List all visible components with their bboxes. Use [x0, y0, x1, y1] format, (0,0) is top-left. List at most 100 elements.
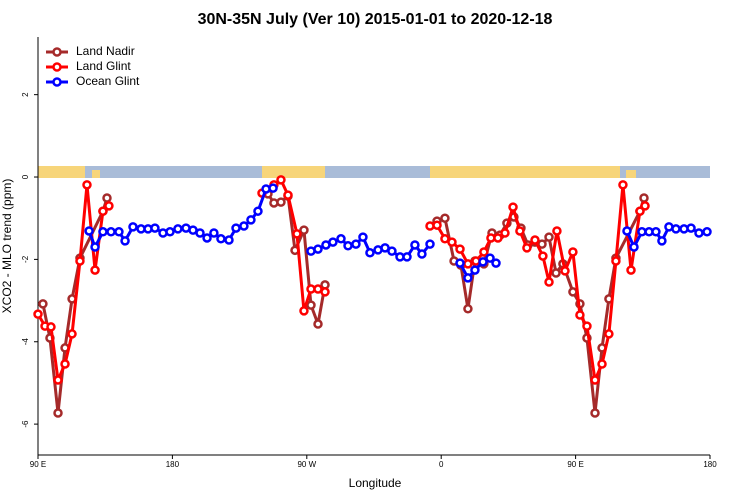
data-point	[604, 329, 614, 339]
data-point	[508, 202, 518, 212]
data-point	[224, 235, 234, 245]
data-point	[479, 247, 489, 257]
land-band	[92, 170, 100, 178]
data-point	[463, 304, 473, 314]
legend-marker	[52, 77, 62, 87]
data-point	[568, 247, 578, 257]
data-point	[629, 242, 639, 252]
data-point	[46, 322, 56, 332]
data-point	[622, 226, 632, 236]
data-point	[440, 234, 450, 244]
data-point	[239, 221, 249, 231]
land-ocean-band	[38, 166, 710, 178]
data-point	[195, 228, 205, 238]
data-point	[425, 239, 435, 249]
data-point	[478, 257, 488, 267]
data-point	[575, 310, 585, 320]
data-point	[417, 249, 427, 259]
data-point	[299, 225, 309, 235]
data-point	[470, 265, 480, 275]
data-point	[102, 193, 112, 203]
data-point	[343, 241, 353, 251]
data-point	[313, 319, 323, 329]
data-point	[522, 243, 532, 253]
data-point	[402, 252, 412, 262]
data-point	[455, 244, 465, 254]
data-point	[530, 235, 540, 245]
data-point	[410, 240, 420, 250]
series-line	[36, 178, 647, 382]
data-point	[114, 227, 124, 237]
data-point	[38, 299, 48, 309]
data-point	[292, 229, 302, 239]
data-point	[500, 228, 510, 238]
data-point	[440, 213, 450, 223]
data-point	[538, 251, 548, 261]
data-point	[611, 256, 621, 266]
data-point	[53, 375, 63, 385]
data-point	[306, 300, 316, 310]
data-point	[544, 277, 554, 287]
chart-title: 30N-35N July (Ver 10) 2015-01-01 to 2020…	[198, 11, 553, 28]
data-point	[53, 408, 63, 418]
data-point	[432, 220, 442, 230]
data-point	[365, 248, 375, 258]
data-point	[560, 266, 570, 276]
legend-label: Land Glint	[76, 59, 131, 73]
data-point	[551, 268, 561, 278]
data-point	[590, 375, 600, 385]
x-tick-label: 0	[439, 460, 444, 469]
y-tick-label: 2	[21, 92, 30, 97]
land-band	[38, 166, 85, 178]
data-point	[597, 359, 607, 369]
data-point	[485, 253, 495, 263]
data-point	[582, 321, 592, 331]
data-point	[276, 197, 286, 207]
data-point	[702, 227, 712, 237]
data-point	[686, 223, 696, 233]
data-point	[231, 223, 241, 233]
x-tick-label: 90 W	[297, 460, 316, 469]
y-axis-label: XCO2 - MLO trend (ppm)	[0, 179, 14, 314]
data-point	[120, 236, 130, 246]
data-point	[493, 233, 503, 243]
legend-label: Land Nadir	[76, 44, 135, 58]
data-point	[33, 309, 43, 319]
data-point	[150, 223, 160, 233]
y-tick-label: -6	[21, 420, 30, 428]
data-point	[358, 232, 368, 242]
x-tick-label: 180	[703, 460, 717, 469]
data-point	[313, 244, 323, 254]
data-point	[276, 175, 286, 185]
data-point	[515, 226, 525, 236]
data-point	[590, 408, 600, 418]
data-point	[552, 226, 562, 236]
data-point	[84, 226, 94, 236]
data-point	[618, 180, 628, 190]
data-point	[67, 329, 77, 339]
land-band	[626, 170, 636, 178]
data-point	[657, 236, 667, 246]
x-tick-label: 90 E	[30, 460, 46, 469]
data-point	[82, 180, 92, 190]
y-tick-label: -4	[21, 338, 30, 346]
x-axis-label: Longitude	[349, 476, 402, 490]
data-point	[165, 227, 175, 237]
data-point	[336, 234, 346, 244]
y-tick-label: -2	[21, 255, 30, 263]
data-point	[491, 258, 501, 268]
land-band	[262, 166, 325, 178]
legend-label: Ocean Glint	[76, 74, 140, 88]
data-point	[387, 246, 397, 256]
land-band	[430, 166, 620, 178]
data-point	[106, 227, 116, 237]
data-point	[463, 273, 473, 283]
data-point	[246, 215, 256, 225]
data-point	[568, 287, 578, 297]
data-point	[328, 237, 338, 247]
data-point	[268, 183, 278, 193]
y-tick-label: 0	[21, 174, 30, 179]
data-point	[128, 222, 138, 232]
